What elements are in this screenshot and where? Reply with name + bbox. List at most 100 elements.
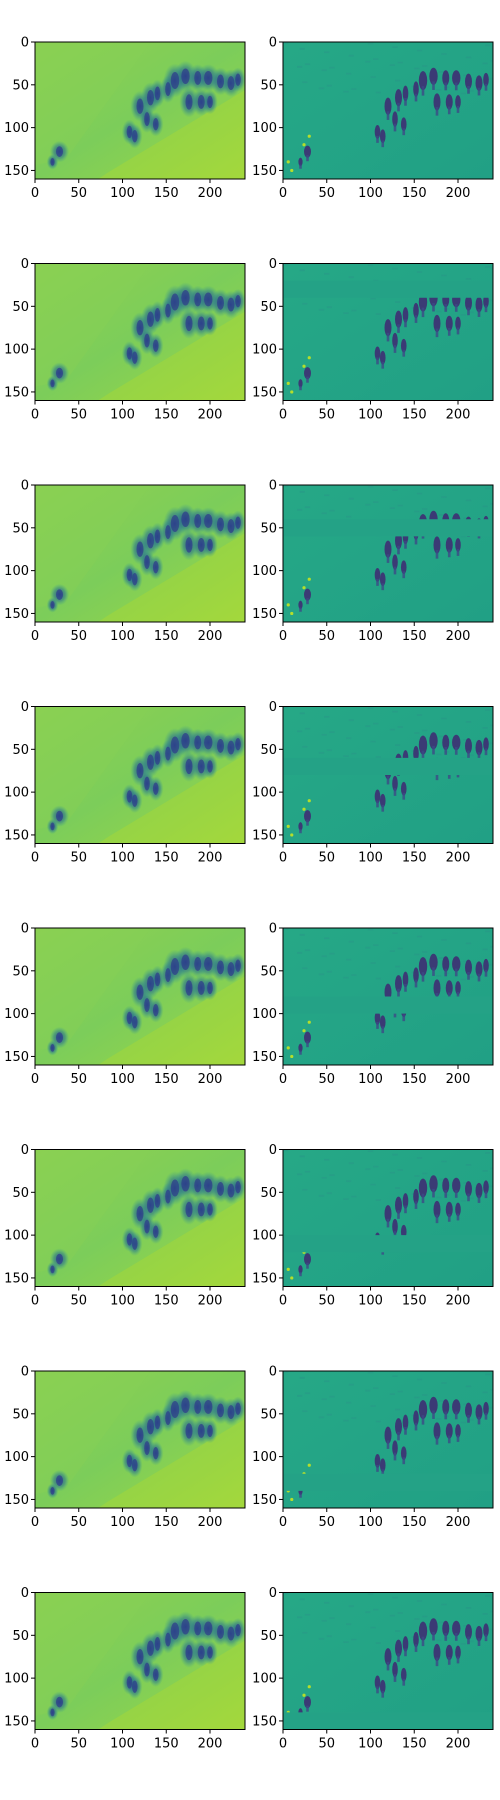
panel-r4-c1: 0 50 100 150 200 0 50 100 150 bbox=[4, 700, 246, 866]
x-tick-label: 0 bbox=[31, 186, 39, 201]
y-tick-label: 150 bbox=[252, 1493, 277, 1508]
y-tick-label: 150 bbox=[4, 828, 29, 843]
y-tick-label: 0 bbox=[269, 922, 277, 937]
x-tick-label: 150 bbox=[154, 1294, 179, 1309]
x-tick-label: 100 bbox=[358, 408, 383, 423]
panel-r7-c2: 0 50 100 150 200 0 50 100 150 bbox=[252, 1365, 494, 1530]
y-tick-label: 150 bbox=[4, 1271, 29, 1286]
x-tick-label: 150 bbox=[402, 629, 427, 644]
y-tick-label: 0 bbox=[21, 700, 29, 715]
axes-frame bbox=[34, 706, 246, 844]
y-tick-label: 150 bbox=[252, 1050, 277, 1065]
x-tick-label: 100 bbox=[358, 1515, 383, 1530]
x-tick-label: 0 bbox=[31, 1737, 39, 1752]
x-tick-label: 100 bbox=[110, 1072, 135, 1087]
y-tick-label: 0 bbox=[21, 1143, 29, 1158]
y-tick-label: 0 bbox=[269, 1365, 277, 1380]
x-tick-label: 50 bbox=[318, 1294, 335, 1309]
panel-r3-c2: 0 50 100 150 200 0 50 100 150 bbox=[252, 479, 494, 644]
x-tick-label: 150 bbox=[154, 851, 179, 866]
panel-r7-c1: 0 50 100 150 200 0 50 100 150 bbox=[4, 1365, 246, 1530]
y-tick-label: 100 bbox=[4, 1007, 29, 1022]
x-tick-label: 0 bbox=[31, 851, 39, 866]
y-tick-label: 0 bbox=[269, 479, 277, 494]
y-tick-label: 100 bbox=[4, 1450, 29, 1465]
y-tick-label: 50 bbox=[260, 300, 277, 315]
axes-frame bbox=[282, 1370, 494, 1509]
y-tick-label: 150 bbox=[252, 607, 277, 622]
x-tick-label: 100 bbox=[358, 1737, 383, 1752]
flat-band bbox=[283, 1235, 493, 1253]
y-tick-label: 150 bbox=[4, 385, 29, 400]
y-tick-label: 150 bbox=[4, 164, 29, 179]
y-tick-label: 150 bbox=[252, 1714, 277, 1729]
x-tick-label: 200 bbox=[446, 1737, 471, 1752]
x-tick-label: 200 bbox=[198, 1737, 223, 1752]
flat-band bbox=[283, 757, 493, 775]
y-tick-label: 100 bbox=[252, 1672, 277, 1687]
x-tick-label: 0 bbox=[31, 1515, 39, 1530]
heatmap-image bbox=[283, 1592, 493, 1730]
panel-r4-c2: 0 50 100 150 200 0 50 100 150 bbox=[252, 700, 494, 866]
x-tick-label: 150 bbox=[154, 1737, 179, 1752]
x-tick-label: 50 bbox=[70, 1072, 87, 1087]
panel-r2-c1: 0 50 100 150 200 0 50 100 150 bbox=[4, 257, 246, 423]
x-tick-label: 100 bbox=[110, 408, 135, 423]
heatmap-image bbox=[283, 928, 493, 1065]
x-tick-label: 50 bbox=[318, 408, 335, 423]
y-tick-label: 150 bbox=[4, 607, 29, 622]
x-tick-label: 0 bbox=[31, 408, 39, 423]
x-tick-label: 200 bbox=[198, 1294, 223, 1309]
y-tick-label: 150 bbox=[252, 828, 277, 843]
x-tick-label: 200 bbox=[198, 408, 223, 423]
heatmap-image bbox=[35, 706, 245, 844]
x-tick-label: 50 bbox=[70, 629, 87, 644]
y-tick-label: 0 bbox=[21, 257, 29, 272]
y-tick-label: 0 bbox=[269, 257, 277, 272]
heatmap-image bbox=[35, 928, 245, 1065]
heatmap-image bbox=[35, 42, 245, 179]
x-tick-label: 0 bbox=[279, 629, 287, 644]
panel-r8-c2: 0 50 100 150 200 0 50 100 150 bbox=[252, 1586, 494, 1752]
x-tick-label: 100 bbox=[358, 1072, 383, 1087]
panel-r6-c2: 0 50 100 150 200 0 50 100 150 bbox=[252, 1143, 494, 1309]
x-tick-label: 200 bbox=[198, 851, 223, 866]
x-tick-label: 50 bbox=[318, 1515, 335, 1530]
heatmap-image bbox=[35, 1371, 245, 1508]
y-tick-label: 0 bbox=[269, 1143, 277, 1158]
x-tick-label: 200 bbox=[446, 629, 471, 644]
x-tick-label: 50 bbox=[318, 1737, 335, 1752]
heatmap-image bbox=[283, 1149, 493, 1287]
x-tick-label: 100 bbox=[358, 1294, 383, 1309]
axes-frame bbox=[282, 484, 494, 623]
y-tick-label: 0 bbox=[21, 1586, 29, 1601]
y-tick-label: 50 bbox=[12, 743, 29, 758]
y-tick-label: 50 bbox=[12, 1186, 29, 1201]
x-tick-label: 0 bbox=[31, 1294, 39, 1309]
y-tick-label: 50 bbox=[12, 1629, 29, 1644]
y-tick-label: 150 bbox=[4, 1050, 29, 1065]
y-tick-label: 0 bbox=[21, 922, 29, 937]
y-tick-label: 0 bbox=[269, 36, 277, 51]
heatmap-image bbox=[35, 263, 245, 401]
x-tick-label: 150 bbox=[154, 408, 179, 423]
y-tick-label: 100 bbox=[252, 343, 277, 358]
heatmap-image bbox=[283, 485, 493, 622]
y-tick-label: 100 bbox=[4, 1229, 29, 1244]
panel-r5-c1: 0 50 100 150 200 0 50 100 150 bbox=[4, 922, 246, 1087]
flat-band bbox=[283, 996, 493, 1014]
y-tick-label: 0 bbox=[21, 479, 29, 494]
x-tick-label: 100 bbox=[110, 186, 135, 201]
y-tick-label: 100 bbox=[4, 121, 29, 136]
panel-r8-c1: 0 50 100 150 200 0 50 100 150 bbox=[4, 1586, 246, 1752]
heatmap-image bbox=[283, 263, 493, 401]
x-tick-label: 150 bbox=[402, 186, 427, 201]
x-tick-label: 200 bbox=[198, 629, 223, 644]
axes-frame bbox=[34, 484, 246, 623]
y-tick-label: 100 bbox=[252, 1450, 277, 1465]
heatmap-image bbox=[35, 485, 245, 622]
flat-band bbox=[283, 1712, 493, 1730]
x-tick-label: 150 bbox=[402, 1737, 427, 1752]
x-tick-label: 50 bbox=[70, 851, 87, 866]
